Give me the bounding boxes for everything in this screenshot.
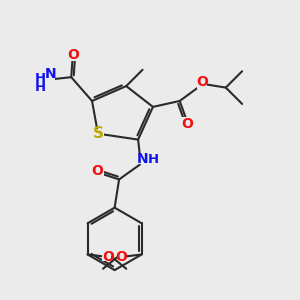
- Text: O: O: [67, 48, 79, 62]
- Bar: [103, 253, 111, 261]
- Text: N: N: [45, 67, 56, 81]
- Text: O: O: [116, 250, 128, 264]
- Text: O: O: [181, 117, 193, 131]
- Text: O: O: [92, 164, 103, 178]
- Text: H: H: [35, 72, 46, 85]
- Bar: [94, 168, 104, 177]
- Bar: [118, 253, 127, 261]
- Bar: [197, 80, 207, 89]
- Bar: [92, 129, 104, 138]
- Bar: [68, 52, 77, 61]
- Text: S: S: [92, 126, 104, 141]
- Text: H: H: [35, 81, 46, 94]
- Bar: [182, 117, 192, 126]
- Text: O: O: [102, 250, 114, 264]
- Bar: [136, 155, 154, 164]
- Text: H: H: [147, 153, 158, 166]
- Text: O: O: [197, 75, 208, 89]
- Bar: [43, 75, 55, 84]
- Text: N: N: [137, 152, 149, 166]
